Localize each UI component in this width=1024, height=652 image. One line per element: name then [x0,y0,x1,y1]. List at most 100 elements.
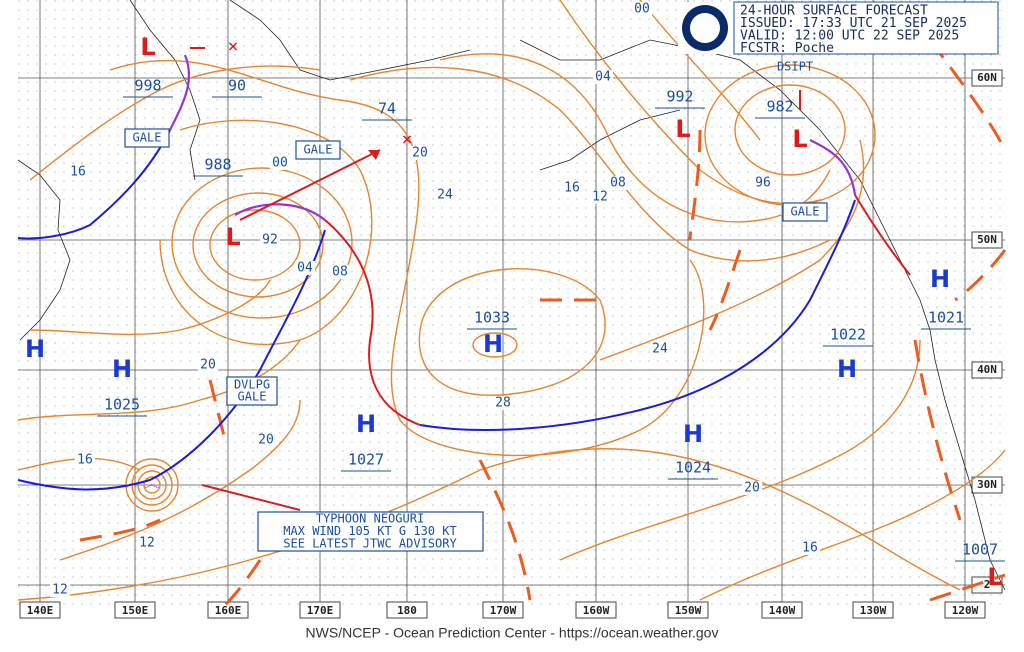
header-line: FCSTR: Poche [740,41,834,56]
isobar-label: 08 [610,176,626,191]
high-symbol: H [356,410,376,438]
isobar-label-bg [632,2,652,16]
isobar-label-bg [330,265,350,279]
isobar-label: 16 [70,165,86,180]
lon-label: 170W [490,604,517,617]
typhoon-line: MAX WIND 105 KT G 130 KT [283,524,456,538]
lon-label: 150W [675,604,702,617]
lat-label-box [971,69,1003,87]
lon-label-box [667,601,709,619]
lon-label: 160W [583,604,610,617]
typhoon-line: SEE LATEST JTWC ADVISORY [283,537,457,551]
center-pressure: 1022 [830,326,866,344]
lat-label-box [971,476,1003,494]
isobar-label-bg [410,146,430,160]
isobar-label-bg [608,176,628,190]
high-symbol: H [837,355,857,383]
center-pressure: 1024 [675,459,711,477]
lon-label-box [114,601,156,619]
center-pressure: 988 [204,156,231,174]
header-line: ISSUED: 17:33 UTC 21 SEP 2025 [740,16,967,31]
isobar-label-bg [270,156,290,170]
isobar-label-bg [50,583,70,597]
isobar-label-bg [198,358,218,372]
lat-label: 40N [977,363,997,376]
warning-label: DVLPG [234,378,270,392]
isobar-label: 20 [412,146,428,161]
center-pressure: 1021 [928,309,964,327]
lat-label: 30N [977,478,997,491]
isobar-label: 92 [262,233,278,248]
warning-label: GALE [133,131,162,145]
center-pressure: 982 [766,98,793,116]
graticule: 140E 150E 160E 170E 180 170W 160W 150W 140W 130W 1… [18,0,1005,619]
isobar-label: 24 [437,188,453,203]
lon-label: 140E [27,604,54,617]
isobar-label: 04 [595,70,611,85]
lon-label: 180 [397,604,417,617]
future-position: × [228,36,239,57]
logo-inner [690,13,720,43]
low-symbol: L [675,115,690,143]
lat-label: 50N [977,233,997,246]
typhoon-symbol: ෴ [144,475,159,494]
center-pressure: 1033 [474,309,510,327]
lon-label: 140W [769,604,796,617]
lon-label-box [299,601,341,619]
isobar-label: 00 [272,156,288,171]
isobar-label: 00 [634,2,650,17]
center-pressure: 1007 [962,541,998,559]
coastlines [17,0,1006,591]
lat-label: 2 [984,578,991,591]
isobar-label: 12 [52,583,68,598]
isobar-label: 12 [139,536,155,551]
high-symbol: H [683,420,703,448]
isobar-label: 20 [258,433,274,448]
lon-label-box [386,601,428,619]
isobar-label: 08 [332,265,348,280]
isobar-label: 16 [77,453,93,468]
lon-label-box [852,601,894,619]
fronts: × × [17,36,911,511]
map-background [18,0,1005,605]
isobar-label-bg [800,541,820,555]
isobar-label: 16 [564,181,580,196]
header-line: 24-HOUR SURFACE FORECAST [740,4,928,19]
high-symbol: H [483,330,503,358]
center-pressure: 74 [378,100,396,118]
lat-label-box [971,361,1003,379]
center-pressure: 1025 [104,396,140,414]
warning-box [782,202,828,222]
isobar-label-bg [68,165,88,179]
isobar-label: 28 [495,396,511,411]
warning-box [295,140,341,160]
center-pressure: 90 [228,77,246,95]
isobar-label: 04 [297,261,313,276]
lon-label-box [761,601,803,619]
isobar-label: 16 [802,541,818,556]
low-symbol: L [225,223,240,251]
isobar-label: 20 [744,481,760,496]
lon-label-box [19,601,61,619]
lon-label: 120W [952,604,979,617]
lon-label: 150E [122,604,149,617]
center-pressure: 992 [666,88,693,106]
high-symbol: H [25,335,45,363]
warning-label: GALE [238,390,267,404]
footer: NWS/NCEP - Ocean Prediction Center - htt… [306,625,719,641]
isobar-label-bg [742,481,762,495]
lon-label-box [482,601,524,619]
low-symbol: L [792,125,807,153]
lon-label: 170E [307,604,334,617]
labels: L 998 90 L 988 74 L 992 L 982 H 1033 H 1025 H 1027 H 1024… [25,2,1005,598]
warning-label: DSIPT [777,60,813,74]
lon-label-box [575,601,617,619]
lon-label: 130W [860,604,887,617]
center-pressure: 998 [134,77,161,95]
isobar-label-bg [590,190,610,204]
typhoon-line: TYPHOON NEOGURI [316,512,424,526]
warning-box [226,376,278,406]
future-position: × [402,129,413,150]
isobar-label-bg [650,342,670,356]
